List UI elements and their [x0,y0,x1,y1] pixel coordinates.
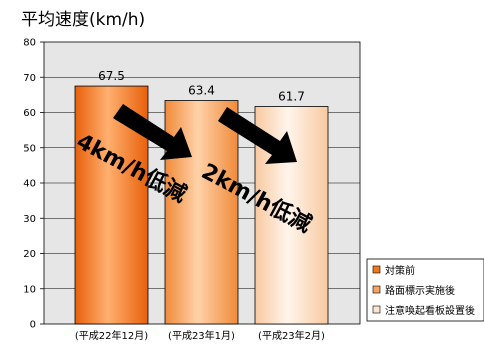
chart-title: 平均速度(km/h) [21,10,145,30]
legend-item-0: 対策前 [372,264,415,277]
y-tick-label: 20 [23,249,36,260]
y-tick-label: 60 [23,108,36,119]
legend-label-2: 注意喚起看板設置後 [385,304,475,317]
data-label-2: 61.7 [278,90,305,104]
arrow-2 [218,107,297,164]
x-category-label-0: (平成22年12月) [75,329,148,342]
legend-swatch-1 [372,285,381,294]
data-label-1: 63.4 [188,84,215,98]
legend-swatch-2 [372,305,381,314]
y-tick-label: 50 [23,143,36,154]
x-category-label-2: (平成23年2月) [258,329,325,342]
y-tick-label: 0 [30,320,36,331]
legend: 対策前 路面標示実施後 注意喚起看板設置後 [366,258,484,322]
bar-1 [164,100,239,325]
legend-item-2: 注意喚起看板設置後 [372,304,475,317]
x-category-label-1: (平成23年1月) [168,329,235,342]
y-tick-label: 10 [23,284,36,295]
y-tick-label: 70 [23,73,36,84]
x-axis: (平成22年12月) (平成23年1月) (平成23年2月) [75,329,325,342]
bars [74,85,329,325]
data-labels: 67.5 63.4 61.7 [98,69,305,103]
y-tick-label: 80 [23,38,36,49]
data-label-0: 67.5 [98,69,125,83]
y-axis: 0 10 20 30 40 50 60 70 80 [23,38,44,331]
y-tick-label: 30 [23,214,36,225]
legend-swatch-0 [372,265,381,274]
arrow-1 [113,104,192,160]
legend-label-0: 対策前 [385,264,415,277]
legend-item-1: 路面標示実施後 [372,284,455,297]
legend-label-1: 路面標示実施後 [385,284,455,297]
y-tick-label: 40 [23,179,36,190]
